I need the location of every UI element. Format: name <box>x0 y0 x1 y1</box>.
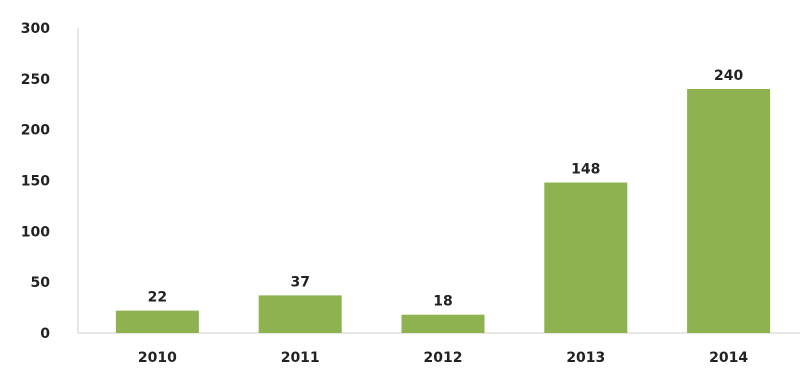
data-label-2011: 37 <box>290 274 309 290</box>
data-label-2010: 22 <box>148 290 167 306</box>
bar-2012 <box>401 314 485 333</box>
x-tick-label-2014: 2014 <box>709 350 748 366</box>
bars <box>115 89 771 333</box>
y-tick-label: 50 <box>31 275 51 291</box>
y-tick-label: 300 <box>21 21 50 37</box>
x-tick-label-2010: 2010 <box>138 350 177 366</box>
bar-2013 <box>544 182 628 333</box>
y-tick-label: 200 <box>21 123 50 139</box>
x-tick-labels: 2010 2011 2012 2013 2014 <box>138 350 748 366</box>
data-label-2014: 240 <box>714 68 743 84</box>
data-label-2013: 148 <box>571 162 600 178</box>
bar-2011 <box>258 295 342 333</box>
y-tick-label: 100 <box>21 224 50 240</box>
bar-2014 <box>687 89 771 333</box>
y-tick-label: 0 <box>40 326 50 342</box>
y-tick-label: 150 <box>21 174 50 190</box>
y-tick-label: 250 <box>21 72 50 88</box>
x-tick-label-2013: 2013 <box>566 350 605 366</box>
data-labels: 22 37 18 148 240 <box>148 68 744 310</box>
data-label-2012: 18 <box>433 294 452 310</box>
x-tick-label-2012: 2012 <box>424 350 463 366</box>
bar-2010 <box>115 310 199 333</box>
y-tick-labels: 0 50 100 150 200 250 300 <box>21 21 50 342</box>
x-tick-label-2011: 2011 <box>281 350 320 366</box>
